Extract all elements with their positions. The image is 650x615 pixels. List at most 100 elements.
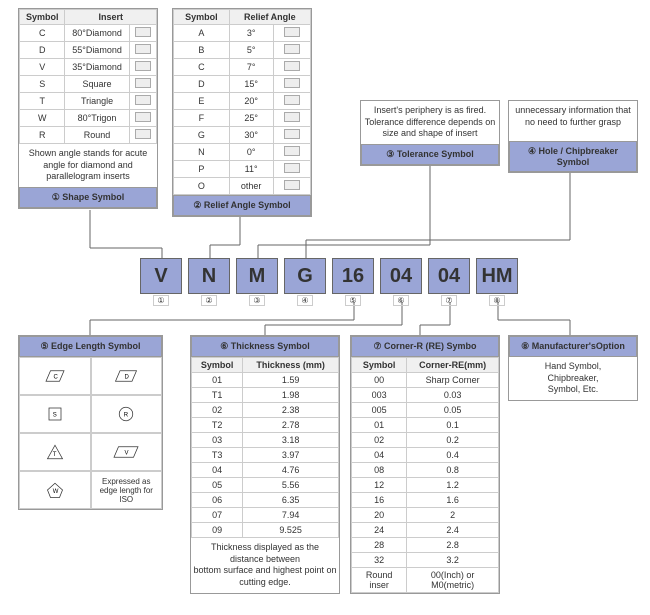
code-cell: M③ [236, 258, 278, 306]
table-row: 282.8 [352, 538, 499, 553]
table-row: 022.38 [192, 403, 339, 418]
code-box: M [236, 258, 278, 294]
shapes-grid: C D S R T V W Expressed as edge length for ISO [19, 357, 162, 509]
code-box: V [140, 258, 182, 294]
box-edge: ⑤ Edge Length Symbol C D S R T V W Expressed as… [18, 335, 163, 510]
box-option: ⑧ Manufacturer'sOption Hand Symbol, Chip… [508, 335, 638, 401]
header-option: ⑧ Manufacturer'sOption [509, 336, 637, 357]
code-cell: 16⑤ [332, 258, 374, 306]
table-row: A3° [174, 25, 311, 42]
table-row: 055.56 [192, 478, 339, 493]
code-label: ② [201, 295, 216, 306]
box-hole: unnecessary information that no need to … [508, 100, 638, 173]
code-box: N [188, 258, 230, 294]
note-thickness: Thickness displayed as the distance betw… [191, 538, 339, 593]
note-option: Hand Symbol, Chipbreaker, Symbol, Etc. [509, 357, 637, 400]
svg-text:V: V [125, 450, 129, 456]
table-row: SSquare [20, 76, 157, 93]
box-tolerance: Insert's periphery is as fired. Toleranc… [360, 100, 500, 166]
table-row: TTriangle [20, 93, 157, 110]
table-row: V35°Diamond [20, 59, 157, 76]
code-label: ③ [249, 295, 264, 306]
shape-cell: T [19, 433, 91, 471]
shape-note: Expressed as edge length for ISO [91, 471, 163, 509]
table-row: T11.98 [192, 388, 339, 403]
table-relief: SymbolRelief AngleA3°B5°C7°D15°E20°F25°G… [173, 9, 311, 195]
table-row: 033.18 [192, 433, 339, 448]
table-row: 242.4 [352, 523, 499, 538]
table-row: D55°Diamond [20, 42, 157, 59]
table-row: 020.2 [352, 433, 499, 448]
table-thickness: SymbolThickness (mm)011.59T11.98022.38T2… [191, 357, 339, 538]
table-row: P11° [174, 161, 311, 178]
code-label: ① [153, 295, 168, 306]
table-row: B5° [174, 42, 311, 59]
table-row: E20° [174, 93, 311, 110]
note-hole: unnecessary information that no need to … [509, 101, 637, 141]
box-relief: SymbolRelief AngleA3°B5°C7°D15°E20°F25°G… [172, 8, 312, 217]
table-row: G30° [174, 127, 311, 144]
shape-cell: R [91, 395, 163, 433]
table-row: C7° [174, 59, 311, 76]
code-box: 04 [380, 258, 422, 294]
code-cell: N② [188, 258, 230, 306]
header-shape: ① Shape Symbol [19, 187, 157, 208]
code-row: V①N②M③G④16⑤04⑥04⑦HM⑧ [140, 258, 518, 306]
svg-text:C: C [53, 374, 58, 380]
table-row: 044.76 [192, 463, 339, 478]
table-shape: SymbolInsertC80°DiamondD55°DiamondV35°Di… [19, 9, 157, 144]
box-corner: ⑦ Corner-R (RE) Symbo SymbolCorner-RE(mm… [350, 335, 500, 594]
table-row: 0030.03 [352, 388, 499, 403]
table-row: 323.2 [352, 553, 499, 568]
code-cell: 04⑥ [380, 258, 422, 306]
table-row: 121.2 [352, 478, 499, 493]
table-row: T33.97 [192, 448, 339, 463]
box-shape: SymbolInsertC80°DiamondD55°DiamondV35°Di… [18, 8, 158, 209]
header-edge: ⑤ Edge Length Symbol [19, 336, 162, 357]
table-row: 0050.05 [352, 403, 499, 418]
note-shape: Shown angle stands for acute angle for d… [19, 144, 157, 187]
table-row: 066.35 [192, 493, 339, 508]
code-label: ⑧ [489, 295, 504, 306]
table-row: 202 [352, 508, 499, 523]
header-relief: ② Relief Angle Symbol [173, 195, 311, 216]
header-thickness: ⑥ Thickness Symbol [191, 336, 339, 357]
table-row: 011.59 [192, 373, 339, 388]
table-row: 077.94 [192, 508, 339, 523]
table-row: 010.1 [352, 418, 499, 433]
shape-cell: V [91, 433, 163, 471]
table-row: 099.525 [192, 523, 339, 538]
note-tolerance: Insert's periphery is as fired. Toleranc… [361, 101, 499, 144]
code-cell: 04⑦ [428, 258, 470, 306]
code-label: ⑦ [441, 295, 456, 306]
table-row: Oother [174, 178, 311, 195]
svg-text:T: T [53, 452, 57, 458]
svg-text:R: R [124, 412, 129, 418]
box-thickness: ⑥ Thickness Symbol SymbolThickness (mm)0… [190, 335, 340, 594]
table-corner: SymbolCorner-RE(mm)00Sharp Corner0030.03… [351, 357, 499, 593]
table-row: Round inser00(Inch) or M0(metric) [352, 568, 499, 593]
shape-cell: S [19, 395, 91, 433]
table-row: 00Sharp Corner [352, 373, 499, 388]
code-box: HM [476, 258, 518, 294]
shape-cell: C [19, 357, 91, 395]
svg-text:W: W [53, 489, 59, 495]
code-box: 16 [332, 258, 374, 294]
code-cell: V① [140, 258, 182, 306]
table-row: F25° [174, 110, 311, 127]
header-tolerance: ③ Tolerance Symbol [361, 144, 499, 165]
table-row: RRound [20, 127, 157, 144]
code-cell: G④ [284, 258, 326, 306]
table-row: N0° [174, 144, 311, 161]
svg-text:S: S [53, 412, 57, 418]
header-hole: ④ Hole / Chipbreaker Symbol [509, 141, 637, 172]
code-box: 04 [428, 258, 470, 294]
code-box: G [284, 258, 326, 294]
table-row: T22.78 [192, 418, 339, 433]
code-label: ⑤ [345, 295, 360, 306]
code-cell: HM⑧ [476, 258, 518, 306]
table-row: 080.8 [352, 463, 499, 478]
table-row: C80°Diamond [20, 25, 157, 42]
shape-cell: D [91, 357, 163, 395]
table-row: W80°Trigon [20, 110, 157, 127]
